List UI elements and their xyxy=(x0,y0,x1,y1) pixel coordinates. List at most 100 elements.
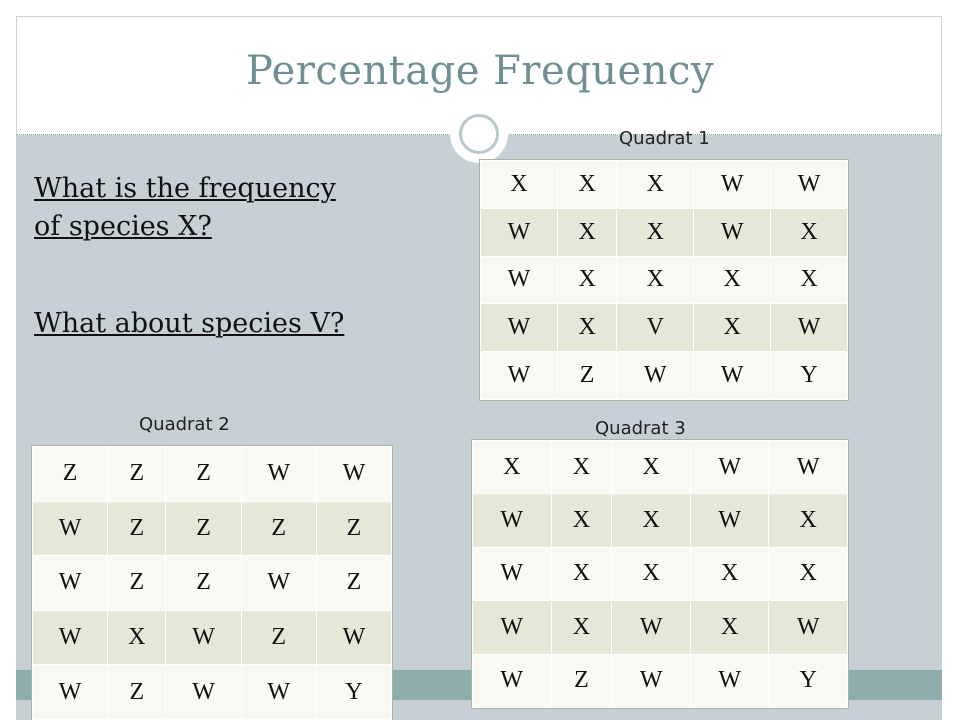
grid-cell: X xyxy=(689,546,770,602)
grid-cell: X xyxy=(770,207,848,257)
grid-cell: X xyxy=(611,493,691,548)
grid-cell: X xyxy=(550,600,613,655)
grid-cell: W xyxy=(770,160,848,209)
question-line-2: of species X? xyxy=(34,211,212,242)
grid-cell: W xyxy=(689,493,770,548)
grid-cell: W xyxy=(31,500,109,557)
grid-cell: W xyxy=(616,351,695,400)
grid-cell: Z xyxy=(240,500,317,557)
grid-cell: X xyxy=(616,255,695,305)
grid-cell: W xyxy=(693,351,772,400)
grid-cell: W xyxy=(240,664,317,720)
grid-cell: W xyxy=(480,303,558,353)
grid-cell: W xyxy=(31,664,109,720)
grid-cell: Z xyxy=(165,446,242,502)
grid-cell: W xyxy=(689,439,770,495)
grid-cell: Z xyxy=(315,500,393,557)
grid-cell: X xyxy=(556,255,618,305)
grid-cell: X xyxy=(693,255,772,305)
grid-cell: W xyxy=(480,255,558,305)
question-line-1: What is the frequency xyxy=(34,173,336,204)
grid-cell: X xyxy=(472,439,552,495)
grid-cell: X xyxy=(107,609,167,666)
grid-cell: X xyxy=(768,493,848,548)
quadrat-2-label: Quadrat 2 xyxy=(139,414,230,435)
grid-cell: V xyxy=(616,303,695,353)
grid-cell: X xyxy=(556,207,618,257)
grid-cell: W xyxy=(693,160,772,209)
grid-cell: Z xyxy=(31,446,109,502)
grid-cell: Y xyxy=(315,664,393,720)
grid-cell: W xyxy=(472,546,552,602)
grid-cell: X xyxy=(616,160,695,209)
grid-cell: Z xyxy=(315,555,393,611)
grid-cell: Z xyxy=(107,555,167,611)
grid-cell: W xyxy=(472,493,552,548)
grid-cell: W xyxy=(693,207,772,257)
grid-cell: Z xyxy=(165,500,242,557)
grid-cell: Z xyxy=(107,664,167,720)
grid-cell: W xyxy=(770,303,848,353)
grid-cell: W xyxy=(611,653,691,709)
grid-cell: X xyxy=(689,600,770,655)
grid-cell: Z xyxy=(107,446,167,502)
grid-cell: W xyxy=(768,600,848,655)
grid-cell: W xyxy=(480,207,558,257)
grid-cell: W xyxy=(472,653,552,709)
slide-title: Percentage Frequency xyxy=(245,48,714,94)
grid-cell: X xyxy=(556,160,618,209)
grid-cell: X xyxy=(768,546,848,602)
grid-cell: Z xyxy=(107,500,167,557)
grid-cell: W xyxy=(472,600,552,655)
grid-cell: X xyxy=(550,493,613,548)
grid-cell: W xyxy=(240,555,317,611)
grid-cell: Z xyxy=(240,609,317,666)
grid-cell: W xyxy=(768,439,848,495)
grid-cell: X xyxy=(616,207,695,257)
grid-cell: W xyxy=(240,446,317,502)
grid-cell: X xyxy=(556,303,618,353)
quadrat-1-label: Quadrat 1 xyxy=(619,128,710,149)
question-line-3: What about species V? xyxy=(34,308,345,339)
grid-cell: Z xyxy=(550,653,613,709)
grid-cell: W xyxy=(315,609,393,666)
grid-cell: W xyxy=(689,653,770,709)
grid-cell: W xyxy=(165,664,242,720)
grid-cell: W xyxy=(31,609,109,666)
grid-cell: W xyxy=(315,446,393,502)
grid-cell: X xyxy=(611,546,691,602)
grid-cell: W xyxy=(611,600,691,655)
grid-cell: Z xyxy=(556,351,618,400)
grid-cell: X xyxy=(611,439,691,495)
grid-cell: Z xyxy=(165,555,242,611)
grid-cell: X xyxy=(480,160,558,209)
grid-cell: W xyxy=(480,351,558,400)
grid-cell: X xyxy=(770,255,848,305)
grid-cell: X xyxy=(550,546,613,602)
grid-cell: W xyxy=(31,555,109,611)
grid-cell: X xyxy=(693,303,772,353)
quadrat-3-label: Quadrat 3 xyxy=(595,418,686,439)
grid-cell: X xyxy=(550,439,613,495)
grid-cell: Y xyxy=(768,653,848,709)
grid-cell: Y xyxy=(770,351,848,400)
circle-icon xyxy=(459,114,499,154)
grid-cell: W xyxy=(165,609,242,666)
